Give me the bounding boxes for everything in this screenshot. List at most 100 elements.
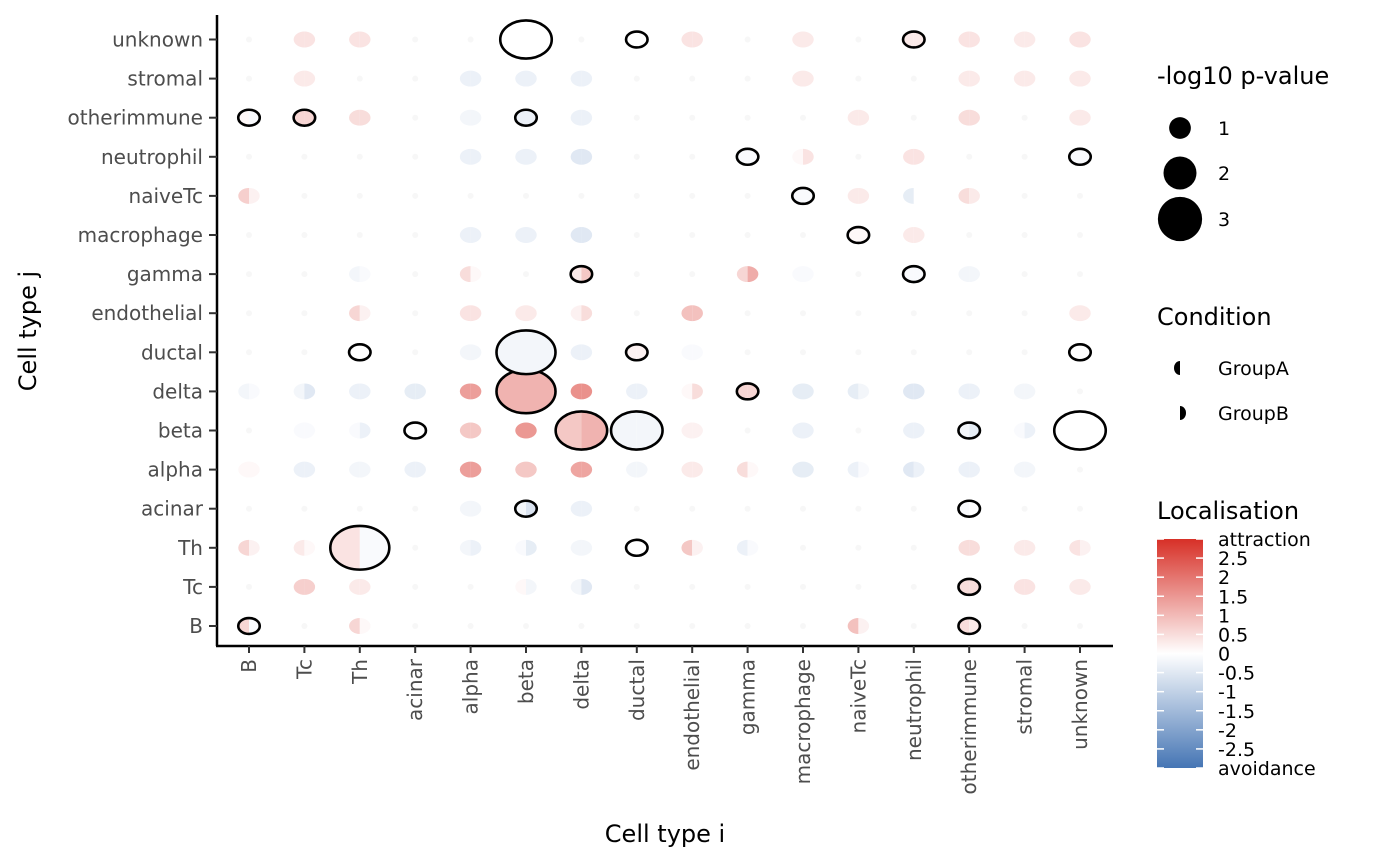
- dot-groupA: [459, 344, 471, 361]
- empty-cell-dot: [689, 583, 696, 590]
- empty-cell-dot: [633, 271, 640, 278]
- empty-cell-dot: [689, 153, 696, 160]
- dot-groupB: [636, 383, 648, 400]
- y-tick-label: gamma: [127, 262, 203, 286]
- legend-groupA-halfdot: [1174, 361, 1180, 375]
- significance-ring: [790, 186, 816, 206]
- dot-groupB: [581, 70, 593, 87]
- dot-groupB: [470, 70, 482, 87]
- dot-groupB: [969, 539, 980, 556]
- dot-groupA: [293, 578, 305, 595]
- dot-groupB: [1080, 539, 1091, 556]
- empty-cell-dot: [855, 544, 862, 551]
- y-tick-label: delta: [152, 379, 203, 403]
- dot-groupA: [903, 461, 914, 478]
- dot-groupB: [359, 383, 371, 400]
- dot-groupA: [958, 383, 970, 400]
- significance-ring: [624, 538, 649, 558]
- empty-cell-dot: [633, 310, 640, 317]
- colorbar-label: 1.5: [1218, 586, 1248, 608]
- empty-cell-dot: [1021, 349, 1028, 356]
- dot-groupB: [470, 539, 482, 556]
- significance-ring: [735, 147, 760, 167]
- empty-cell-dot: [1077, 466, 1083, 473]
- empty-cell-dot: [744, 505, 751, 512]
- dot-groupB: [1080, 305, 1091, 322]
- dot-groupB: [526, 461, 537, 478]
- dot-groupB: [415, 383, 426, 400]
- empty-cell-dot: [855, 583, 862, 590]
- empty-cell-dot: [467, 192, 474, 199]
- dot-groupB: [913, 383, 925, 400]
- empty-cell-dot: [633, 583, 640, 590]
- empty-cell-dot: [1077, 505, 1083, 512]
- dot-groupB: [692, 461, 703, 478]
- colorbar-label: 1: [1218, 605, 1230, 627]
- dot-groupB: [359, 525, 390, 570]
- dot-groupA: [1069, 70, 1080, 87]
- dot-groupA: [500, 20, 526, 59]
- significance-ring: [624, 30, 649, 49]
- dot-groupA: [349, 31, 360, 48]
- dot-groupA: [293, 539, 305, 556]
- dot-groupB: [581, 411, 608, 450]
- dot-groupB: [969, 187, 980, 204]
- dot-groupB: [1024, 422, 1036, 439]
- empty-cell-dot: [1021, 271, 1028, 278]
- dot-groupA: [1069, 578, 1080, 595]
- legend-condition-title: Condition: [1157, 303, 1272, 331]
- empty-cell-dot: [744, 75, 751, 82]
- significance-ring: [846, 225, 871, 245]
- empty-cell-dot: [744, 583, 751, 590]
- y-axis-title: Cell type j: [14, 271, 42, 391]
- y-tick-label: beta: [158, 419, 203, 443]
- y-tick-label: ductal: [141, 340, 203, 364]
- empty-cell-dot: [246, 310, 252, 317]
- x-tick-label: beta: [514, 659, 538, 704]
- dot-groupB: [1080, 70, 1091, 87]
- dot-groupA: [515, 70, 526, 87]
- dot-groupA: [238, 539, 249, 556]
- dot-groupB: [636, 411, 663, 450]
- dot-groupB: [470, 500, 482, 517]
- dot-groupB: [803, 461, 814, 478]
- dot-groupA: [1013, 70, 1025, 87]
- empty-cell-dot: [1021, 153, 1028, 160]
- significance-ring: [328, 524, 391, 571]
- dot-groupA: [736, 266, 748, 283]
- colorbar-label: -2.5: [1218, 739, 1255, 761]
- dot-groupA: [681, 461, 693, 478]
- x-tick-label: delta: [569, 659, 593, 710]
- empty-cell-dot: [1021, 192, 1028, 199]
- dot-groupB: [1024, 31, 1036, 48]
- dot-groupB: [803, 422, 814, 439]
- dot-groupB: [249, 383, 260, 400]
- x-tick-label: unknown: [1068, 659, 1092, 750]
- significance-ring: [957, 499, 982, 518]
- dot-groupA: [570, 70, 582, 87]
- dots-layer: [236, 19, 1108, 636]
- dot-groupB: [692, 305, 703, 322]
- dot-groupA: [1013, 578, 1025, 595]
- empty-cell-dot: [855, 271, 862, 278]
- significance-ring: [901, 264, 926, 284]
- legend-color: Localisation attraction2.521.510.50-0.5-…: [1157, 497, 1316, 780]
- dot-groupA: [459, 422, 471, 439]
- empty-cell-dot: [412, 623, 419, 629]
- empty-cell-dot: [633, 232, 640, 238]
- dot-groupA: [847, 383, 859, 400]
- empty-cell-dot: [246, 505, 252, 512]
- dot-groupA: [958, 109, 970, 126]
- significance-ring: [513, 499, 539, 518]
- empty-cell-dot: [412, 544, 419, 551]
- dot-groupA: [792, 266, 803, 283]
- y-tick-label: B: [189, 614, 203, 638]
- empty-cell-dot: [412, 192, 419, 199]
- legend-groupB-halfdot: [1180, 406, 1186, 420]
- colorbar-label: 0.5: [1218, 624, 1248, 646]
- empty-cell-dot: [301, 505, 308, 512]
- legend-size-title: -log10 p-value: [1157, 62, 1329, 90]
- dot-groupB: [359, 422, 371, 439]
- empty-cell-dot: [412, 36, 419, 43]
- empty-cell-dot: [855, 310, 862, 317]
